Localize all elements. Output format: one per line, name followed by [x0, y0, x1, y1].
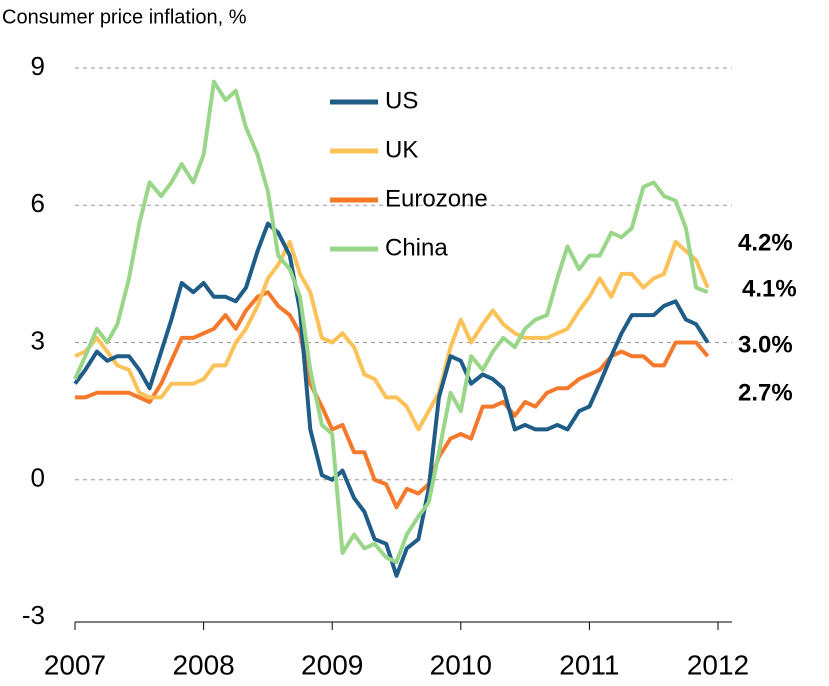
x-tick-label: 2008	[172, 649, 234, 680]
end-label: 4.1%	[742, 275, 797, 302]
series-line	[73, 79, 709, 565]
series-line	[73, 221, 710, 578]
y-tick-label: 9	[31, 51, 45, 81]
y-tick-label: 0	[31, 463, 45, 493]
x-tick-label: 2010	[430, 649, 492, 680]
end-label: 4.2%	[738, 229, 793, 256]
x-tick-label: 2011	[559, 649, 619, 680]
series-line	[75, 290, 710, 510]
y-tick-label: 3	[31, 325, 45, 355]
chart-title: Consumer price inflation, %	[2, 6, 247, 28]
legend-label: US	[385, 87, 418, 114]
x-tick-label: 2012	[687, 649, 749, 680]
legend-label: UK	[385, 136, 418, 163]
series-line	[74, 239, 710, 432]
y-tick-label: -3	[22, 600, 45, 630]
x-tick-label: 2009	[301, 649, 363, 680]
legend-label: China	[385, 234, 448, 261]
legend-label: Eurozone	[385, 185, 488, 212]
y-tick-label: 6	[31, 188, 45, 218]
x-tick-label: 2007	[44, 649, 106, 680]
end-label: 2.7%	[738, 379, 793, 406]
end-label: 3.0%	[738, 331, 793, 358]
